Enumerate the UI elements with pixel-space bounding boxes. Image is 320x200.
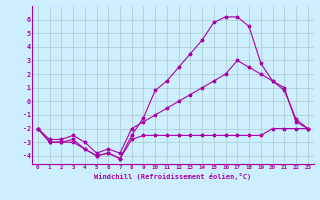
X-axis label: Windchill (Refroidissement éolien,°C): Windchill (Refroidissement éolien,°C)	[94, 173, 252, 180]
